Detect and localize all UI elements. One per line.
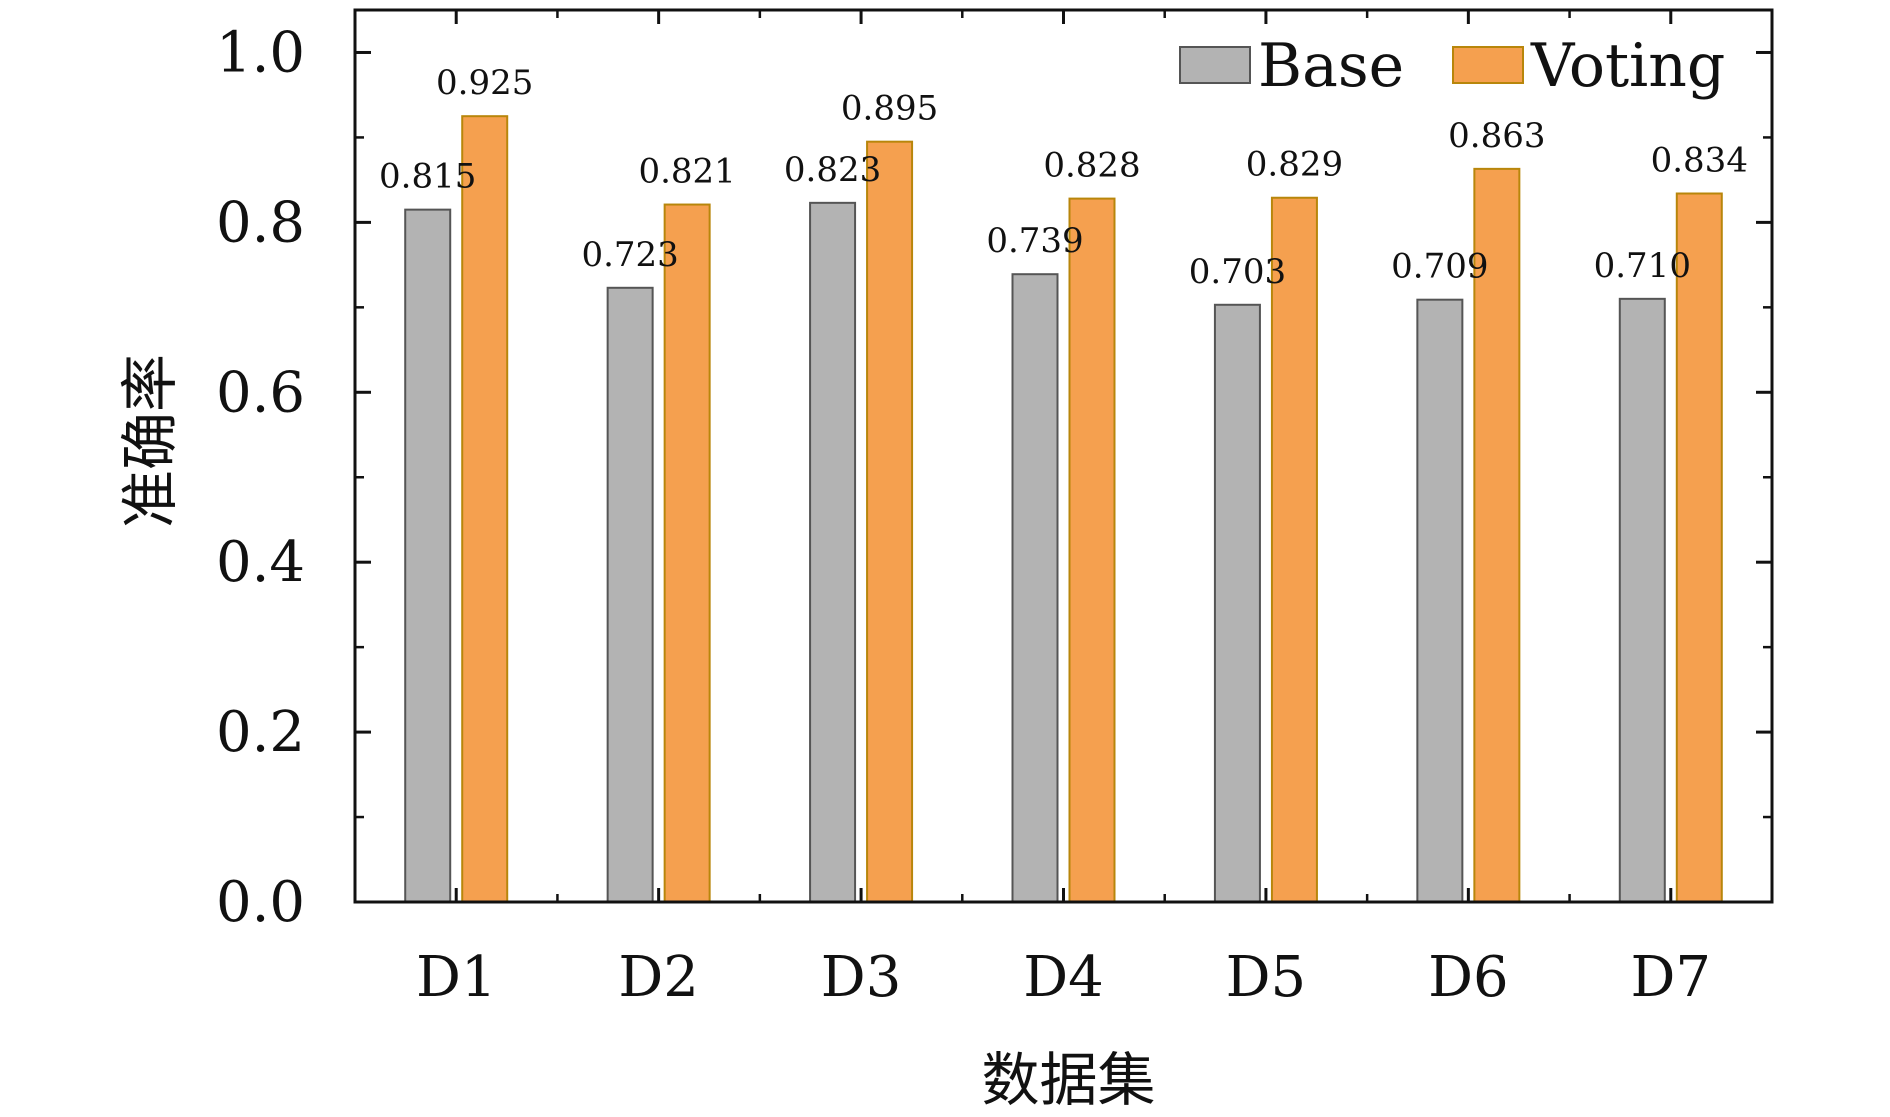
bar-base-d7 [1618, 297, 1666, 904]
data-label-base-d4: 0.739 [986, 221, 1083, 261]
x-tick-label-d4: D4 [1023, 945, 1104, 1010]
legend: Base Voting [1179, 31, 1725, 101]
ticks-layer: 0.0 0.2 0.4 0.6 0.8 1.0 D1 D2 D3 D4 D5 D6 D7 [216, 10, 1772, 1010]
y-tick-label: 0.4 [216, 530, 305, 595]
bars-layer [404, 115, 1723, 904]
bar-voting-d3 [866, 140, 914, 903]
legend-label-voting: Voting [1530, 31, 1725, 101]
y-axis-title: 准确率 [116, 354, 184, 528]
data-label-base-d7: 0.710 [1594, 246, 1691, 286]
data-label-voting-d4: 0.828 [1043, 146, 1140, 186]
y-tick-label: 0.0 [216, 870, 305, 935]
y-tick-label: 0.6 [216, 360, 305, 425]
data-labels-layer: 0.815 0.925 0.723 0.821 0.823 0.895 0.739 0.828… [379, 63, 1748, 292]
axes-layer [353, 8, 1774, 904]
legend-label-base: Base [1258, 31, 1404, 101]
x-tick-label-d1: D1 [416, 945, 497, 1010]
data-label-voting-d6: 0.863 [1448, 116, 1545, 156]
bar-voting-d2 [663, 203, 711, 903]
data-label-base-d5: 0.703 [1189, 252, 1286, 292]
data-label-voting-d3: 0.895 [841, 89, 938, 129]
bar-voting-d6 [1473, 167, 1521, 903]
x-axis-title: 数据集 [981, 1046, 1155, 1114]
x-tick-label-d3: D3 [821, 945, 902, 1010]
data-label-voting-d7: 0.834 [1651, 140, 1748, 180]
data-label-voting-d2: 0.821 [638, 152, 735, 192]
bar-base-d1 [404, 208, 452, 903]
data-label-base-d2: 0.723 [581, 235, 678, 275]
legend-swatch-base [1179, 46, 1251, 84]
data-label-voting-d5: 0.829 [1246, 145, 1343, 185]
x-tick-label-d6: D6 [1428, 945, 1509, 1010]
bar-voting-d5 [1270, 196, 1318, 904]
bar-base-d5 [1213, 303, 1261, 903]
legend-swatch-voting [1452, 46, 1524, 84]
bar-voting-d1 [461, 115, 509, 903]
data-label-base-d6: 0.709 [1391, 247, 1488, 287]
bar-base-d3 [809, 201, 857, 903]
y-tick-label: 0.8 [216, 190, 305, 255]
x-tick-label-d2: D2 [618, 945, 699, 1010]
x-tick-label-d7: D7 [1631, 945, 1712, 1010]
plot-frame [353, 8, 1774, 904]
bar-base-d6 [1416, 298, 1464, 903]
data-label-base-d3: 0.823 [784, 150, 881, 190]
data-label-base-d1: 0.815 [379, 157, 476, 197]
y-tick-label: 0.2 [216, 700, 305, 765]
bar-base-d4 [1011, 273, 1059, 903]
x-tick-label-d5: D5 [1226, 945, 1307, 1010]
bar-voting-d4 [1068, 197, 1116, 903]
bar-voting-d7 [1675, 192, 1723, 904]
bar-base-d2 [606, 286, 654, 903]
y-tick-label: 1.0 [216, 20, 305, 85]
data-label-voting-d1: 0.925 [436, 63, 533, 103]
